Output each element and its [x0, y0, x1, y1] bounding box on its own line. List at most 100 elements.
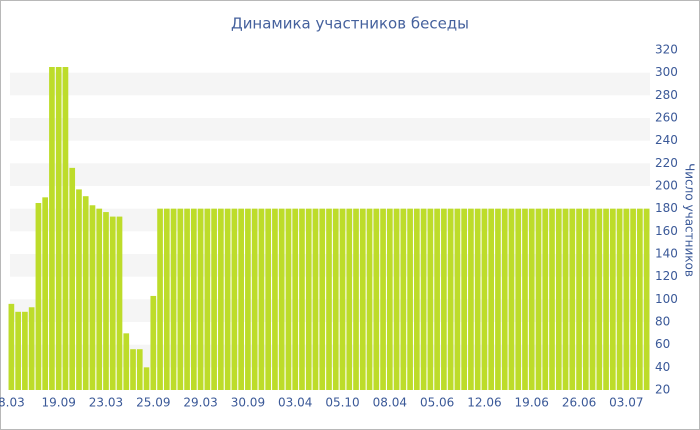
bar — [434, 208, 440, 390]
x-tick-label: 03.07 — [609, 396, 643, 410]
bar — [380, 208, 386, 390]
grid-band — [10, 72, 650, 96]
x-tick-label: 25.09 — [136, 396, 170, 410]
bar — [150, 295, 157, 390]
bar — [346, 208, 353, 390]
y-tick-label: 140 — [655, 247, 678, 261]
bar — [55, 67, 62, 390]
bar — [366, 208, 373, 390]
x-tick-label: 05.10 — [325, 396, 359, 410]
bar — [96, 208, 103, 390]
bar — [62, 67, 69, 390]
x-tick-label: 19.09 — [42, 396, 76, 410]
bar — [522, 208, 528, 390]
bar — [177, 208, 184, 390]
bar — [136, 349, 143, 390]
bar — [414, 208, 420, 390]
bar — [15, 311, 21, 390]
y-tick-label: 80 — [655, 315, 670, 329]
grid-band — [10, 118, 650, 141]
bar — [643, 208, 650, 390]
bar — [542, 208, 549, 390]
bar — [184, 208, 190, 390]
bar — [231, 208, 238, 390]
bar — [326, 208, 332, 390]
x-tick-label: 19.06 — [515, 396, 549, 410]
bar — [332, 208, 339, 390]
bar — [22, 311, 28, 390]
bar — [582, 208, 589, 390]
bar — [42, 197, 49, 390]
bar — [251, 208, 258, 390]
bar — [76, 189, 82, 390]
bar — [609, 208, 616, 390]
y-tick-label: 60 — [655, 337, 670, 351]
bar — [603, 208, 609, 390]
bar — [508, 208, 515, 390]
bar — [441, 208, 447, 390]
x-tick-label: 03.04 — [278, 396, 312, 410]
bar — [549, 208, 555, 390]
bar — [312, 208, 319, 390]
chart-title: Динамика участников беседы — [231, 15, 469, 33]
y-tick-label: 20 — [655, 383, 670, 397]
bar — [400, 208, 407, 390]
bar — [447, 208, 454, 390]
x-tick-label: 8.03 — [0, 396, 25, 410]
bar — [393, 208, 400, 390]
y-tick-label: 100 — [655, 292, 678, 306]
bar — [461, 208, 467, 390]
bar — [272, 208, 278, 390]
x-tick-label: 23.03 — [89, 396, 123, 410]
bar — [204, 208, 211, 390]
y-tick-label: 240 — [655, 133, 678, 147]
bar — [143, 367, 150, 390]
bar — [637, 208, 643, 390]
x-tick-label: 26.06 — [562, 396, 596, 410]
y-tick-label: 280 — [655, 88, 678, 102]
grid-band — [10, 163, 650, 186]
y-tick-label: 300 — [655, 65, 678, 79]
bar — [157, 208, 163, 390]
bar — [569, 208, 576, 390]
bar — [103, 212, 109, 390]
bar — [299, 208, 305, 390]
x-tick-label: 29.03 — [183, 396, 217, 410]
bar — [515, 208, 522, 390]
bar — [238, 208, 244, 390]
bar — [123, 333, 130, 390]
bar — [109, 216, 116, 390]
y-tick-label: 200 — [655, 179, 678, 193]
bar — [163, 208, 170, 390]
y-tick-label: 40 — [655, 360, 670, 374]
bar — [562, 208, 569, 390]
y-tick-label: 160 — [655, 224, 678, 238]
bar — [623, 208, 630, 390]
bar — [596, 208, 603, 390]
bar — [245, 208, 251, 390]
bar — [474, 208, 481, 390]
bar — [427, 208, 434, 390]
bar — [116, 216, 123, 390]
bar — [130, 349, 136, 390]
bar — [535, 208, 542, 390]
bar — [407, 208, 413, 390]
bar — [481, 208, 488, 390]
x-tick-label: 12.06 — [467, 396, 501, 410]
bar — [305, 208, 312, 390]
bar — [278, 208, 285, 390]
bar — [616, 208, 623, 390]
y-tick-label: 120 — [655, 269, 678, 283]
bar — [35, 203, 42, 390]
bar — [69, 167, 76, 390]
x-tick-label: 08.04 — [373, 396, 407, 410]
bar — [211, 208, 217, 390]
y-tick-label: 320 — [655, 43, 678, 57]
bar — [292, 208, 299, 390]
x-tick-label: 30.09 — [231, 396, 265, 410]
y-axis-label: Число участников — [683, 163, 697, 277]
bar — [373, 208, 380, 390]
bar — [495, 208, 501, 390]
bar — [386, 208, 393, 390]
